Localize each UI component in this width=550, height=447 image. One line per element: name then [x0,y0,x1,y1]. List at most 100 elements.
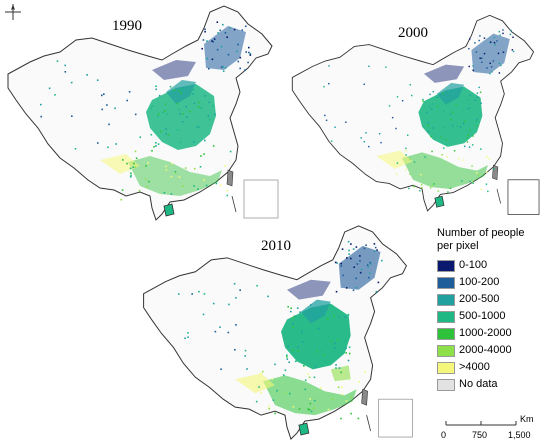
population-speckle [480,148,482,150]
population-speckle [229,150,232,153]
population-speckle [467,134,469,137]
population-speckle [211,58,214,61]
population-speckle [292,317,294,319]
population-speckle [334,342,337,345]
population-speckle [326,318,329,320]
population-speckle [422,98,424,101]
population-speckle [405,147,407,150]
population-speckle [193,185,195,187]
population-speckle [297,346,299,348]
population-speckle [350,396,352,399]
population-speckle [108,123,110,126]
population-speckle [347,359,350,362]
legend-item: 2000-4000 [437,342,547,359]
population-speckle [129,176,132,178]
population-speckle [359,271,362,274]
population-speckle [226,194,229,197]
population-speckle [498,72,501,74]
population-speckle [310,410,313,413]
population-speckle [337,316,340,318]
population-speckle [162,111,164,114]
population-speckle [287,305,289,308]
population-speckle [187,336,189,338]
population-speckle [437,190,440,192]
population-speckle [468,146,471,148]
population-speckle [198,290,200,293]
population-speckle [157,115,159,118]
population-speckle [440,136,443,139]
population-speckle [473,99,476,102]
population-speckle [268,405,270,408]
population-speckle [443,126,445,128]
legend-title-line1: Number of people [437,227,525,239]
population-speckle [233,282,236,285]
population-speckle [204,95,206,97]
population-speckle [429,187,432,189]
scale-unit: Km [520,414,534,424]
population-speckle [202,313,205,316]
population-speckle [475,120,478,122]
population-speckle [471,144,474,146]
population-speckle [430,135,432,138]
population-speckle [186,116,188,118]
population-speckle [271,378,273,381]
population-speckle [286,358,289,360]
population-speckle [212,145,215,147]
population-speckle [424,156,426,158]
population-speckle [357,417,360,420]
population-speckle [431,150,433,153]
population-speckle [165,169,168,171]
population-speckle [220,368,222,371]
population-speckle [97,142,99,144]
population-speckle [467,99,469,101]
population-speckle [445,102,448,105]
population-speckle [204,28,206,31]
population-speckle [496,40,498,42]
legend-item: 0-100 [437,257,547,274]
population-speckle [190,89,193,92]
legend-item: 500-1000 [437,308,547,325]
population-speckle [363,83,365,86]
population-speckle [468,65,470,68]
population-speckle [71,115,73,117]
population-speckle [158,94,161,97]
population-speckle [335,290,338,293]
population-speckle [345,347,347,349]
population-speckle [126,99,128,102]
population-speckle [348,352,351,355]
population-speckle [86,74,88,76]
population-speckle [345,352,348,354]
population-speckle [478,39,480,42]
population-speckle [466,141,469,143]
population-speckle [184,337,186,340]
population-speckle [203,153,205,155]
population-speckle [462,159,465,161]
population-speckle [229,26,231,29]
population-speckle [450,118,452,121]
population-speckle [198,106,200,108]
population-speckle [150,133,153,136]
population-speckle [350,412,352,415]
legend-label: 1000-2000 [459,327,512,339]
population-speckle [413,186,415,188]
population-speckle [491,71,493,73]
population-speckle [288,392,291,395]
population-speckle [334,126,336,128]
population-speckle [54,94,56,96]
population-speckle [294,360,297,363]
population-speckle [497,52,500,55]
population-speckle [56,60,59,62]
population-speckle [167,134,170,137]
population-speckle [426,111,428,114]
population-speckle [244,355,246,357]
population-speckle [360,137,362,139]
population-speckle [443,147,445,149]
population-speckle [344,316,346,318]
population-speckle [429,93,431,96]
population-speckle [285,391,287,394]
population-speckle [145,165,147,167]
population-speckle [462,122,465,124]
legend-title-line2: per pixel [437,240,479,252]
population-speckle [490,66,493,68]
population-speckle [498,30,501,33]
